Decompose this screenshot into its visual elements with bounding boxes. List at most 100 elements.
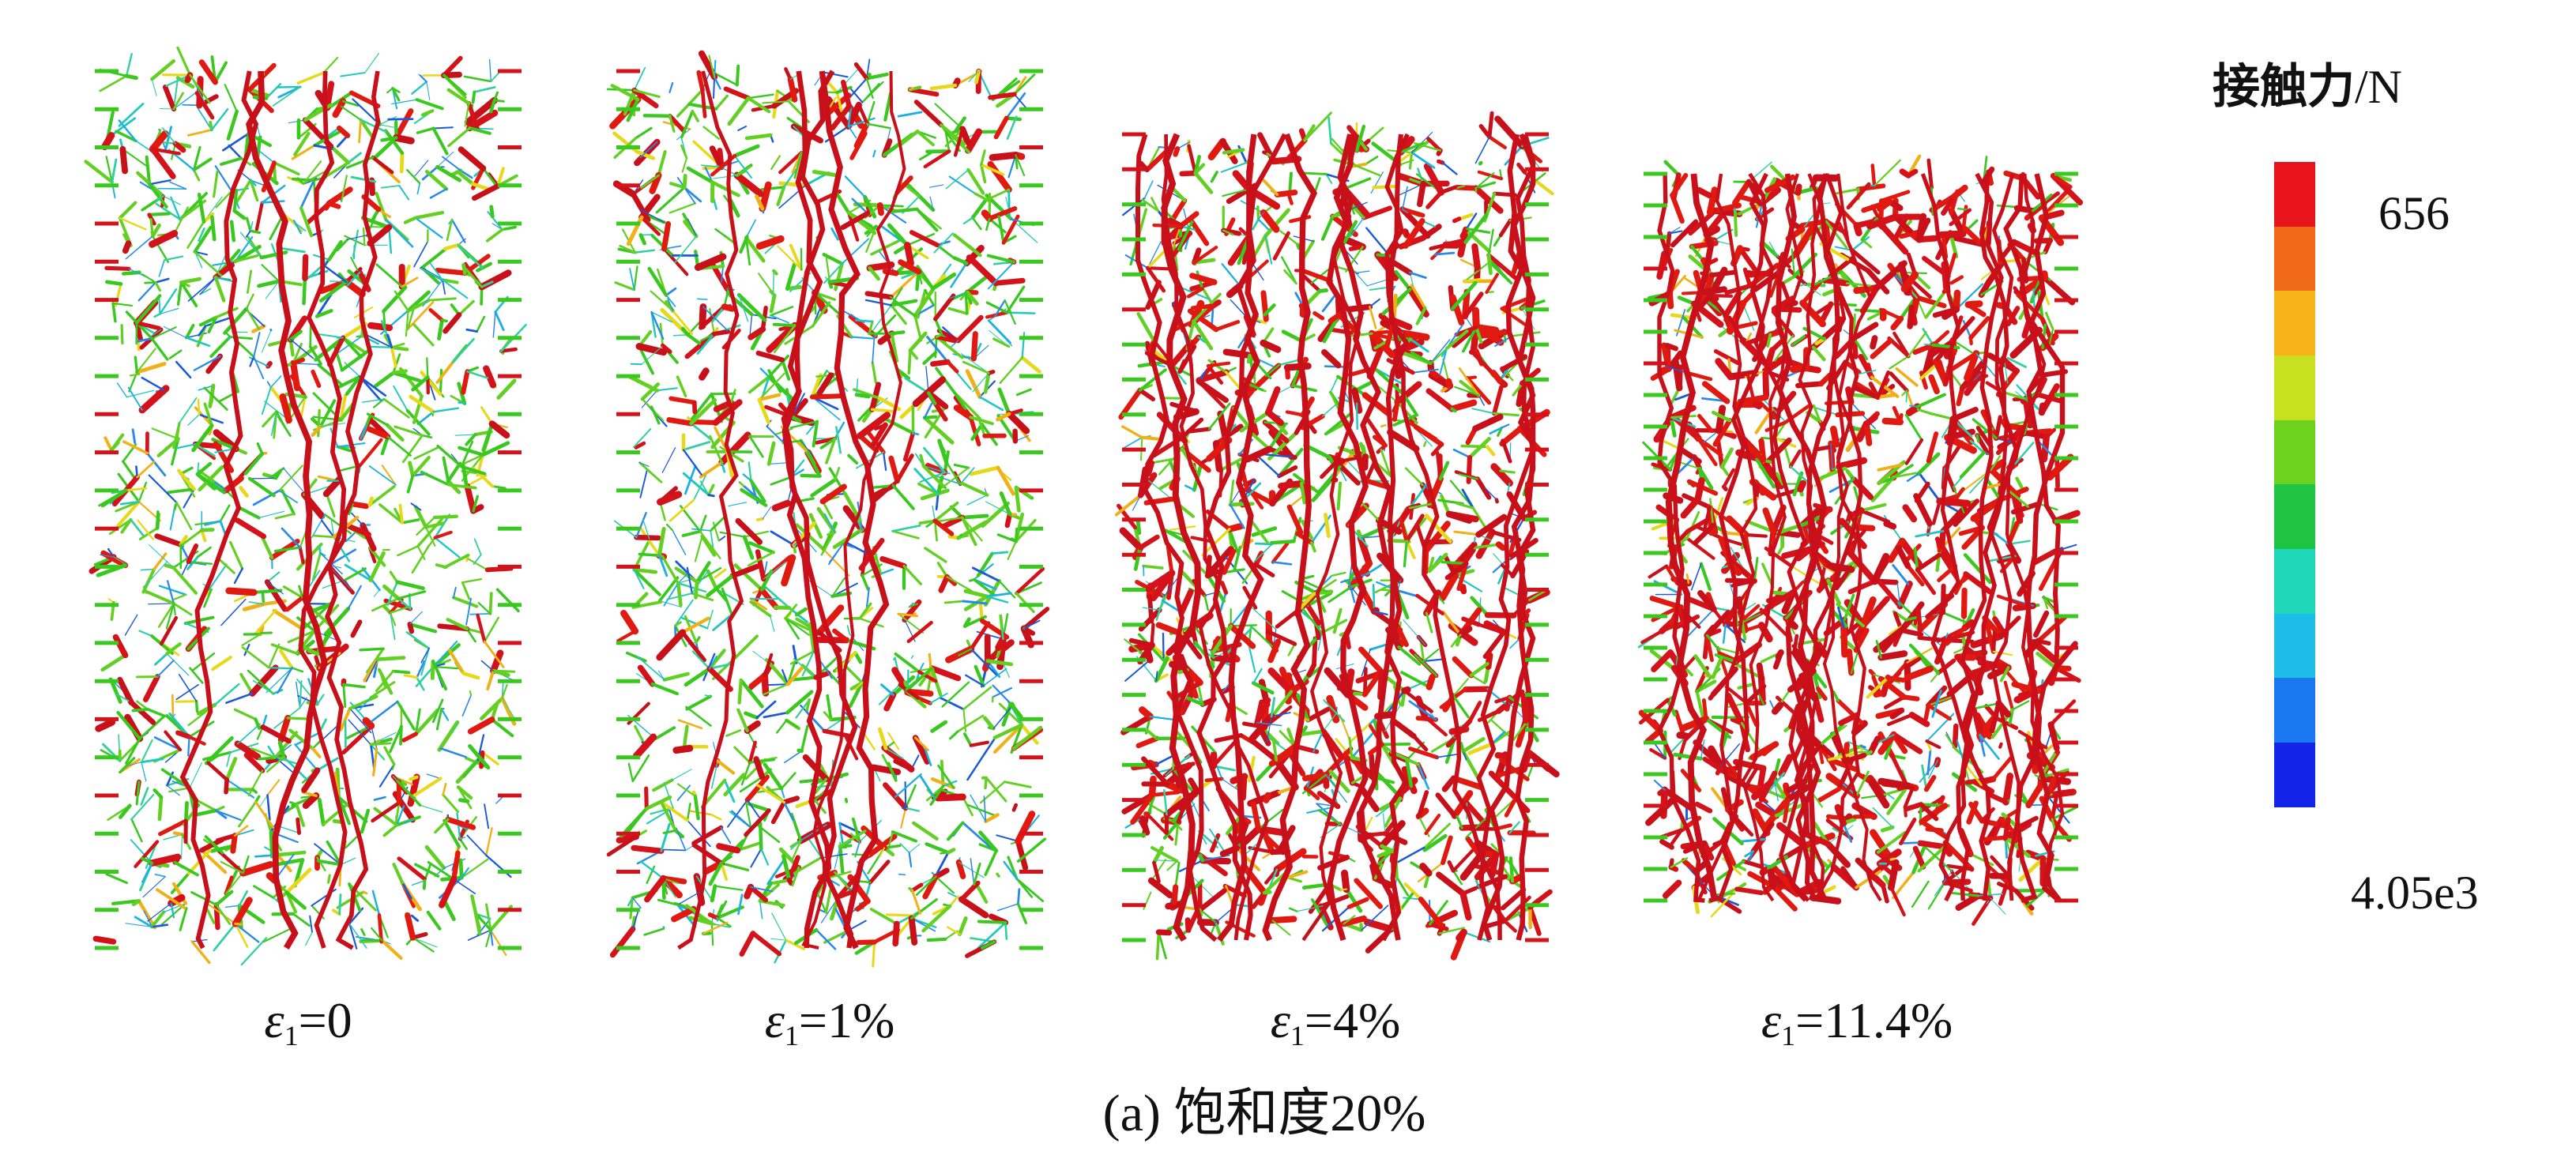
- force-chain-edge: [125, 52, 133, 77]
- force-chain-edge: [657, 554, 668, 577]
- force-chain-edge: [406, 301, 435, 331]
- force-chain-edge: [311, 739, 322, 750]
- force-chain-edge: [1312, 730, 1324, 753]
- force-chain-edge: [972, 372, 989, 393]
- force-chain-edge: [780, 772, 797, 790]
- force-chain-edge: [273, 161, 300, 176]
- force-chain-edge: [1269, 539, 1296, 545]
- force-chain-edge: [441, 278, 459, 284]
- force-chain-edge: [696, 333, 716, 355]
- force-chain-edge: [1369, 298, 1380, 308]
- force-chain-edge: [893, 758, 914, 772]
- force-chain-edge: [491, 485, 507, 490]
- force-chain-edge: [1241, 825, 1262, 846]
- force-chain-edge: [849, 87, 864, 103]
- force-chain-edge: [466, 101, 480, 131]
- force-chain-edge: [1422, 833, 1448, 852]
- force-chain-edge: [277, 858, 305, 867]
- force-chain-edge: [958, 916, 968, 936]
- force-chain-edge: [386, 435, 412, 457]
- force-chain-edge: [1004, 921, 1008, 940]
- force-chain-edge: [805, 698, 811, 713]
- force-chain-edge: [1166, 860, 1178, 871]
- force-chain-edge: [1173, 146, 1181, 157]
- force-chain-edge: [1441, 775, 1457, 792]
- force-chain-edge: [1011, 725, 1043, 750]
- force-chain-edge: [472, 183, 501, 201]
- force-chain-edge: [1474, 325, 1483, 344]
- force-chain-edge: [682, 449, 702, 476]
- force-chain-edge: [1008, 701, 1023, 719]
- force-chain-edge: [340, 349, 371, 372]
- force-chain-edge: [339, 706, 352, 732]
- force-chain-edge: [1452, 678, 1469, 698]
- force-chain-edge: [1403, 619, 1426, 645]
- force-chain-edge: [1383, 821, 1396, 836]
- force-chain-edge: [907, 87, 940, 97]
- force-chain-edge: [907, 348, 912, 375]
- force-chain-edge: [266, 779, 281, 796]
- force-chain-edge: [411, 455, 431, 478]
- force-chain-edge: [865, 77, 874, 100]
- force-chain-edge: [783, 801, 794, 821]
- force-chain-edge: [403, 674, 419, 679]
- force-chain-edge: [1279, 230, 1299, 246]
- force-chain-edge: [812, 170, 838, 178]
- force-chain-edge: [119, 216, 147, 231]
- force-chain-edge: [834, 871, 849, 889]
- force-chain-edge: [258, 755, 285, 761]
- force-chain-edge: [1423, 441, 1427, 447]
- force-chain-edge: [639, 469, 648, 498]
- force-chain-edge: [1321, 348, 1342, 369]
- force-chain-edge: [795, 698, 811, 719]
- force-chain-edge: [124, 614, 138, 636]
- force-chain-edge: [149, 853, 182, 867]
- force-chain-edge: [161, 127, 176, 145]
- force-chain-edge: [731, 810, 752, 829]
- force-chain-edge: [902, 431, 916, 462]
- force-chain-edge: [631, 844, 665, 854]
- force-chain-edge: [910, 917, 936, 932]
- force-chain-edge: [440, 708, 450, 721]
- force-chain-edge: [1847, 578, 1877, 595]
- force-chain-edge: [461, 867, 469, 879]
- network-edges: [1114, 111, 1560, 961]
- force-chain-edge: [215, 190, 233, 209]
- force-chain-edge: [898, 683, 920, 700]
- force-chain-edge: [1405, 540, 1416, 559]
- force-chain-edge: [680, 505, 702, 533]
- force-chain-edge: [912, 821, 939, 841]
- force-chain-edge: [1456, 928, 1467, 942]
- force-chain-edge: [1466, 454, 1473, 484]
- force-chain-edge: [469, 613, 491, 615]
- force-chain-edge: [1276, 786, 1294, 795]
- force-chain-edge: [974, 882, 989, 904]
- force-chain-edge: [1177, 211, 1199, 229]
- force-chain-edge: [1301, 772, 1329, 782]
- force-chain-edge: [420, 647, 430, 664]
- force-chain-edge: [629, 268, 635, 291]
- force-chain-edge: [835, 426, 842, 454]
- force-chain-edge: [858, 602, 872, 620]
- force-chain-edge: [925, 842, 951, 855]
- force-chain-edge: [785, 666, 804, 686]
- force-chain-edge: [977, 920, 1007, 924]
- force-chain-edge: [910, 882, 924, 893]
- force-chain-edge: [383, 129, 405, 155]
- force-chain-edge: [317, 408, 321, 438]
- force-chain-edge: [1226, 522, 1245, 532]
- force-chain-edge: [210, 215, 217, 242]
- force-chain-edge: [234, 923, 249, 948]
- force-chain-edge: [192, 145, 201, 171]
- force-chain-edge: [1457, 625, 1473, 638]
- force-chain-edge: [857, 412, 891, 439]
- force-chain-edge: [1460, 444, 1489, 449]
- force-chain-edge: [960, 513, 989, 520]
- force-chain-edge: [1659, 839, 1674, 850]
- force-chain-edge: [407, 773, 420, 807]
- force-chain-edge: [1472, 185, 1504, 214]
- force-chain-edge: [266, 794, 271, 822]
- force-chain-edge: [650, 405, 661, 425]
- force-chain-edge: [1264, 409, 1284, 427]
- force-chain-edge: [180, 833, 183, 860]
